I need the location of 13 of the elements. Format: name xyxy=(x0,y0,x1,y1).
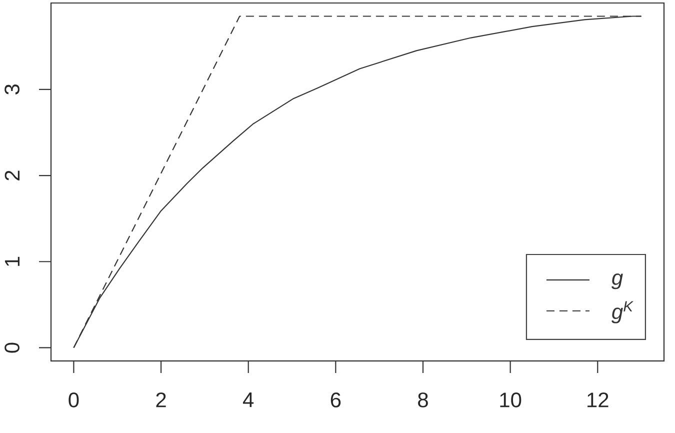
legend-label: g xyxy=(612,274,623,290)
x-tick-label: 10 xyxy=(500,392,522,408)
y-tick-label: 2 xyxy=(4,170,20,180)
x-tick-label: 4 xyxy=(243,392,254,407)
x-tick-label: 0 xyxy=(68,392,79,408)
legend-label: g$^{K}$ xyxy=(612,301,634,324)
x-tick-label: 6 xyxy=(330,392,341,408)
y-tick-label: 1 xyxy=(5,256,20,266)
x-tick-label: 2 xyxy=(156,392,166,408)
x-tick-label: 12 xyxy=(588,392,608,408)
y-tick-label: 3 xyxy=(4,84,20,94)
x-tick-label: 8 xyxy=(418,392,428,408)
y-tick-label: 0 xyxy=(4,342,20,353)
